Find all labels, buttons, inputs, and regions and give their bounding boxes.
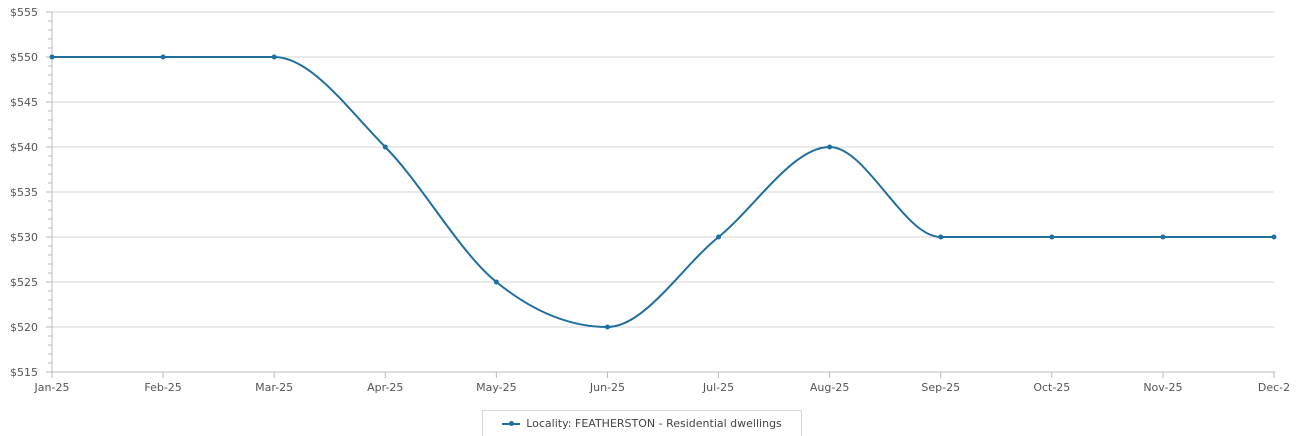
data-point[interactable] — [382, 144, 388, 150]
y-tick-label: $540 — [10, 141, 38, 154]
x-tick-label: Jan-25 — [34, 381, 70, 394]
legend-series-marker — [502, 419, 521, 429]
data-point[interactable] — [938, 234, 944, 240]
data-point[interactable] — [827, 144, 833, 150]
legend-series-label: Locality: FEATHERSTON - Residential dwel… — [526, 417, 782, 430]
data-point[interactable] — [1271, 234, 1277, 240]
data-point[interactable] — [716, 234, 722, 240]
grid-lines — [52, 11, 1274, 373]
x-tick-label: Dec-2 — [1258, 381, 1290, 394]
x-tick-label: Jun-25 — [589, 381, 625, 394]
data-point[interactable] — [271, 54, 277, 60]
y-tick-label: $530 — [10, 231, 38, 244]
data-point[interactable] — [49, 54, 55, 60]
x-axis-tick-labels: Jan-25 Feb-25 Mar-25 Apr-25 May-25 Jun-25 Jul-… — [34, 381, 1291, 394]
x-tick-label: Sep-25 — [921, 381, 960, 394]
data-point[interactable] — [1049, 234, 1055, 240]
y-tick-label: $550 — [10, 51, 38, 64]
y-tick-label: $545 — [10, 96, 38, 109]
y-tick-label: $535 — [10, 186, 38, 199]
x-tick-label: Mar-25 — [255, 381, 293, 394]
y-tick-label: $525 — [10, 276, 38, 289]
x-tick-label: May-25 — [476, 381, 517, 394]
x-tick-label: Oct-25 — [1033, 381, 1070, 394]
x-tick-label: Apr-25 — [367, 381, 403, 394]
x-tick-label: Jul-25 — [702, 381, 734, 394]
x-axis-ticks — [51, 372, 1275, 378]
legend[interactable]: Locality: FEATHERSTON - Residential dwel… — [482, 410, 802, 436]
data-point[interactable] — [604, 324, 610, 330]
data-point[interactable] — [1160, 234, 1166, 240]
y-tick-label: $555 — [10, 6, 38, 19]
x-tick-label: Aug-25 — [810, 381, 849, 394]
line-chart: $555 $550 $545 $540 $535 $530 $525 $520 $515 Jan… — [10, 6, 1291, 394]
data-points — [49, 54, 1277, 330]
y-axis-tick-labels: $555 $550 $545 $540 $535 $530 $525 $520 $515 — [10, 6, 38, 379]
y-tick-label: $515 — [10, 366, 38, 379]
x-tick-label: Nov-25 — [1143, 381, 1182, 394]
y-tick-label: $520 — [10, 321, 38, 334]
data-point[interactable] — [160, 54, 166, 60]
data-point[interactable] — [493, 279, 499, 285]
x-tick-label: Feb-25 — [144, 381, 181, 394]
y-axis-minor-ticks — [46, 11, 52, 373]
